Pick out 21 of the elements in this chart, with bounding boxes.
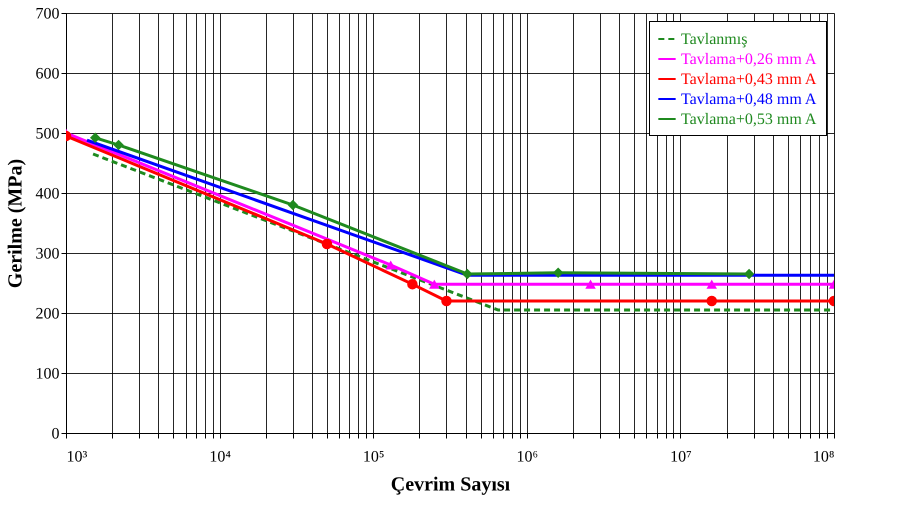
x-tick-label: 10⁸ — [812, 448, 834, 466]
y-tick-label: 100 — [36, 366, 60, 382]
y-tick-label: 400 — [36, 186, 60, 202]
legend-label: Tavlama+0,43 mm A — [681, 71, 817, 88]
legend-label: Tavlama+0,26 mm A — [681, 51, 817, 68]
x-tick-label: 10⁶ — [516, 448, 538, 466]
x-tick-label: 10³ — [66, 448, 88, 466]
y-tick-label: 600 — [36, 66, 60, 82]
legend-label: Tavlama+0,48 mm A — [681, 91, 817, 108]
x-axis-title: Çevrim Sayısı — [390, 474, 511, 496]
y-tick-label: 500 — [36, 126, 60, 142]
y-tick-label: 700 — [36, 6, 60, 22]
y-tick-label: 300 — [36, 246, 60, 262]
y-tick-label: 200 — [36, 306, 60, 322]
y-tick-label: 0 — [52, 426, 60, 442]
y-axis-title: Gerilme (MPa) — [4, 158, 26, 288]
x-tick-label: 10⁵ — [362, 448, 384, 466]
x-tick-label: 10⁴ — [209, 448, 232, 466]
legend-label: Tavlanmış — [681, 31, 748, 48]
x-tick-label: 10⁷ — [670, 448, 692, 466]
legend-label: Tavlama+0,53 mm A — [681, 111, 817, 128]
